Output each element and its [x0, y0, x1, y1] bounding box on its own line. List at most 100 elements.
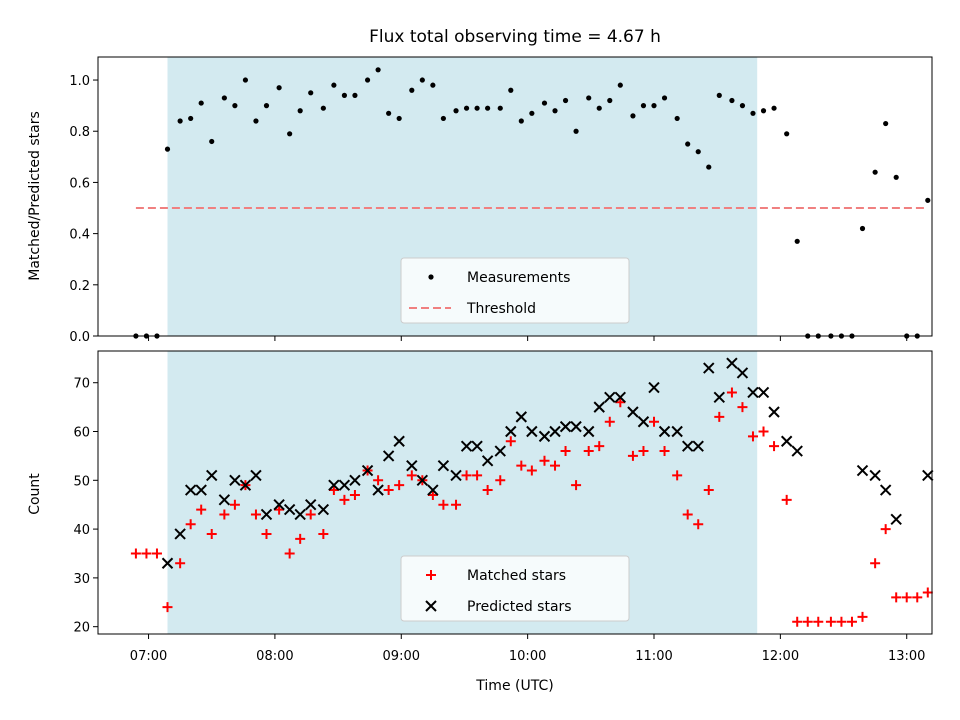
y-tick-label: 1.0: [69, 74, 90, 89]
x-tick-label: 13:00: [888, 649, 925, 664]
predicted-star-marker: [250, 469, 262, 482]
measurement-point: [893, 174, 899, 180]
predicted-star-marker: [713, 391, 725, 404]
y-tick-label: 30: [73, 572, 90, 587]
matched-star-marker: [571, 480, 582, 491]
measurement-point: [794, 238, 800, 244]
predicted-star-marker: [382, 450, 395, 462]
matched-star-marker: [813, 616, 824, 627]
measurement-point: [760, 108, 767, 114]
matched-star-marker: [261, 528, 272, 539]
y-tick-label: 0.4: [69, 228, 90, 243]
matched-star-marker: [206, 528, 217, 539]
measurement-point: [685, 141, 691, 147]
predicted-star-marker: [549, 425, 561, 438]
predicted-star-marker: [505, 425, 517, 438]
measurement-point: [925, 197, 931, 203]
measurement-point: [784, 131, 790, 137]
matched-star-marker: [472, 470, 483, 481]
measurement-point: [562, 97, 569, 104]
measurement-point: [661, 95, 668, 101]
measurement-point: [396, 115, 402, 122]
predicted-star-marker: [747, 386, 759, 399]
y-tick-label: 0.8: [69, 125, 90, 140]
matched-star-marker: [162, 602, 173, 613]
legend-box: [400, 555, 630, 622]
measurement-point: [440, 115, 446, 122]
matched-star-marker: [526, 465, 537, 476]
x-tick-label: 12:00: [762, 649, 799, 664]
predicted-star-marker: [229, 474, 241, 487]
predicted-star-marker: [726, 357, 738, 369]
matched-star-marker: [505, 436, 516, 447]
matched-star-marker: [438, 499, 449, 510]
legend: Matched stars Predicted stars: [400, 555, 630, 622]
matched-star-marker: [891, 592, 902, 603]
predicted-star-marker: [471, 440, 483, 452]
legend-label: Predicted stars: [467, 599, 572, 615]
legend-predicted-marker: [425, 600, 437, 612]
matched-star-marker: [219, 509, 230, 520]
matched-star-marker: [922, 587, 933, 598]
predicted-star-marker: [681, 440, 694, 452]
predicted-star-marker: [922, 469, 934, 482]
measurement-point: [474, 105, 480, 111]
matched-star-marker: [857, 611, 868, 622]
predicted-star-marker: [416, 474, 429, 487]
y-tick-label: 50: [73, 474, 90, 489]
measurement-point: [674, 115, 680, 122]
measurement-point: [630, 113, 636, 119]
measurement-point: [883, 120, 889, 127]
matched-star-marker: [516, 460, 527, 471]
measurement-point: [453, 108, 459, 114]
matched-star-marker: [406, 470, 417, 481]
legend-measurement-marker: [428, 274, 434, 280]
y-tick-label: 70: [73, 377, 90, 392]
matched-star-marker: [185, 519, 196, 530]
measurement-point: [640, 103, 647, 109]
predicted-star-marker: [703, 362, 715, 374]
measurement-point: [253, 118, 259, 124]
matched-star-marker: [305, 509, 316, 520]
predicted-star-marker: [283, 503, 296, 516]
matched-star-marker: [781, 494, 792, 505]
measurement-point: [276, 85, 282, 91]
matched-star-marker: [747, 431, 758, 442]
predicted-star-marker: [583, 425, 595, 438]
predicted-star-marker: [218, 494, 231, 506]
matched-star-marker: [769, 441, 780, 452]
predicted-star-marker: [372, 484, 384, 496]
measurement-point: [872, 169, 878, 175]
measurement-point: [552, 108, 558, 114]
predicted-star-marker: [184, 484, 197, 496]
legend-label: Threshold: [466, 301, 536, 317]
matched-star-marker: [250, 509, 261, 520]
matched-star-marker: [141, 548, 152, 559]
matched-star-marker: [427, 489, 438, 500]
predicted-star-marker: [450, 469, 462, 482]
x-tick-label: 10:00: [509, 649, 546, 664]
matched-star-marker: [726, 387, 737, 398]
matched-star-marker: [373, 475, 384, 486]
matched-star-marker: [318, 528, 329, 539]
predicted-star-marker: [570, 420, 582, 433]
predicted-star-marker: [856, 464, 869, 477]
measurement-point: [209, 138, 215, 145]
legend-matched-marker: [426, 570, 436, 580]
matched-star-marker: [196, 504, 207, 515]
predicted-star-marker: [768, 406, 780, 418]
measurement-point: [297, 108, 303, 114]
axes-frame: [97, 56, 933, 337]
measurement-point: [188, 115, 194, 122]
predicted-star-marker: [460, 440, 473, 452]
predicted-star-marker: [494, 445, 506, 457]
predicted-star-marker: [206, 469, 218, 482]
predicted-star-marker: [869, 469, 881, 482]
predicted-star-marker: [890, 513, 902, 526]
y-tick-label: 0.2: [69, 279, 90, 294]
matched-star-marker: [594, 441, 605, 452]
predicted-star-marker: [349, 474, 361, 487]
predicted-star-marker: [260, 508, 273, 521]
matched-star-marker: [638, 446, 649, 457]
